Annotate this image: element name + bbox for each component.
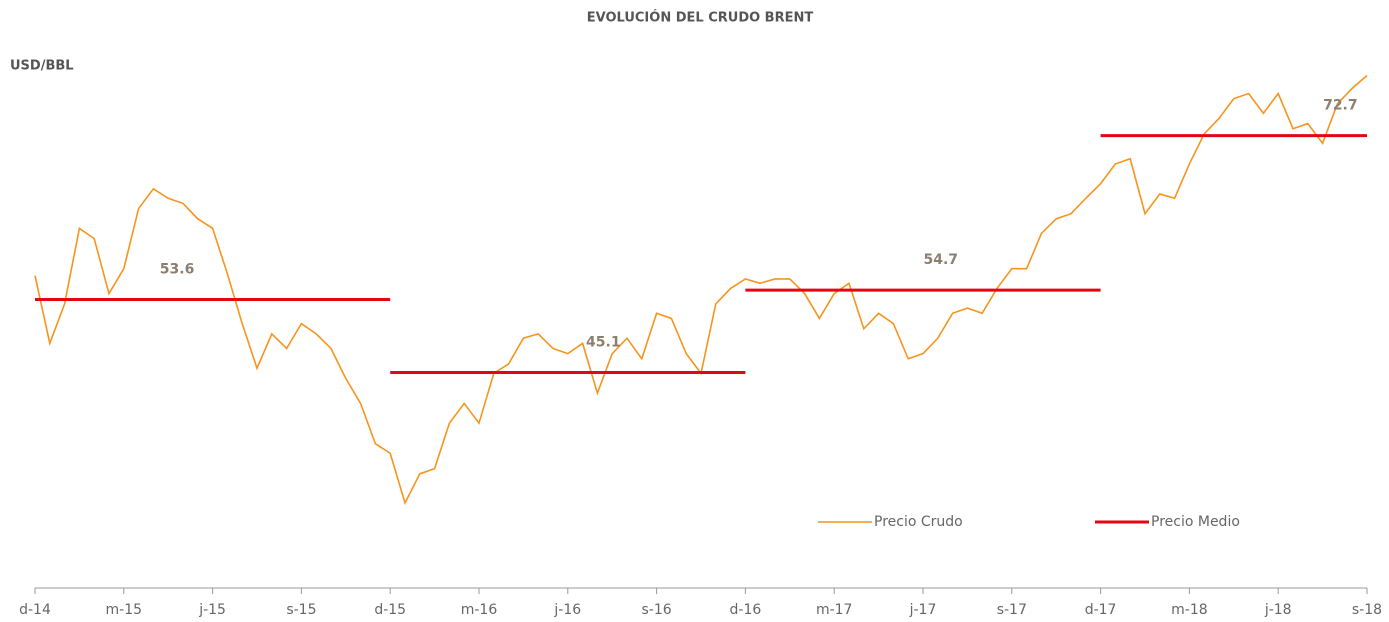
x-tick-label: j-15 [198, 602, 226, 618]
chart-title: EVOLUCIÓN DEL CRUDO BRENT [587, 10, 814, 26]
x-tick-label: j-18 [1264, 602, 1292, 618]
x-tick-label: d-14 [19, 602, 51, 618]
x-tick-label: d-16 [730, 602, 762, 618]
x-tick-label: j-17 [909, 602, 937, 618]
x-tick-label: m-16 [461, 602, 498, 618]
data-label: 45.1 [586, 335, 621, 351]
x-tick-label: s-15 [286, 602, 316, 618]
x-tick-label: s-17 [997, 602, 1027, 618]
legend-label: Precio Medio [1151, 514, 1240, 530]
legend-label: Precio Crudo [874, 514, 963, 530]
x-tick-label: d-17 [1085, 602, 1117, 618]
data-label: 72.7 [1323, 98, 1358, 114]
x-tick-label: d-15 [374, 602, 406, 618]
data-label: 54.7 [923, 252, 958, 268]
x-tick-label: m-17 [816, 602, 853, 618]
x-tick-label: s-18 [1352, 602, 1382, 618]
x-tick-label: j-16 [553, 602, 581, 618]
x-tick-label: m-18 [1171, 602, 1208, 618]
data-label: 53.6 [160, 262, 195, 278]
y-axis-label: USD/BBL [10, 59, 74, 74]
x-tick-label: s-16 [642, 602, 672, 618]
x-tick-label: m-15 [106, 602, 143, 618]
price-line [34, 74, 1368, 506]
